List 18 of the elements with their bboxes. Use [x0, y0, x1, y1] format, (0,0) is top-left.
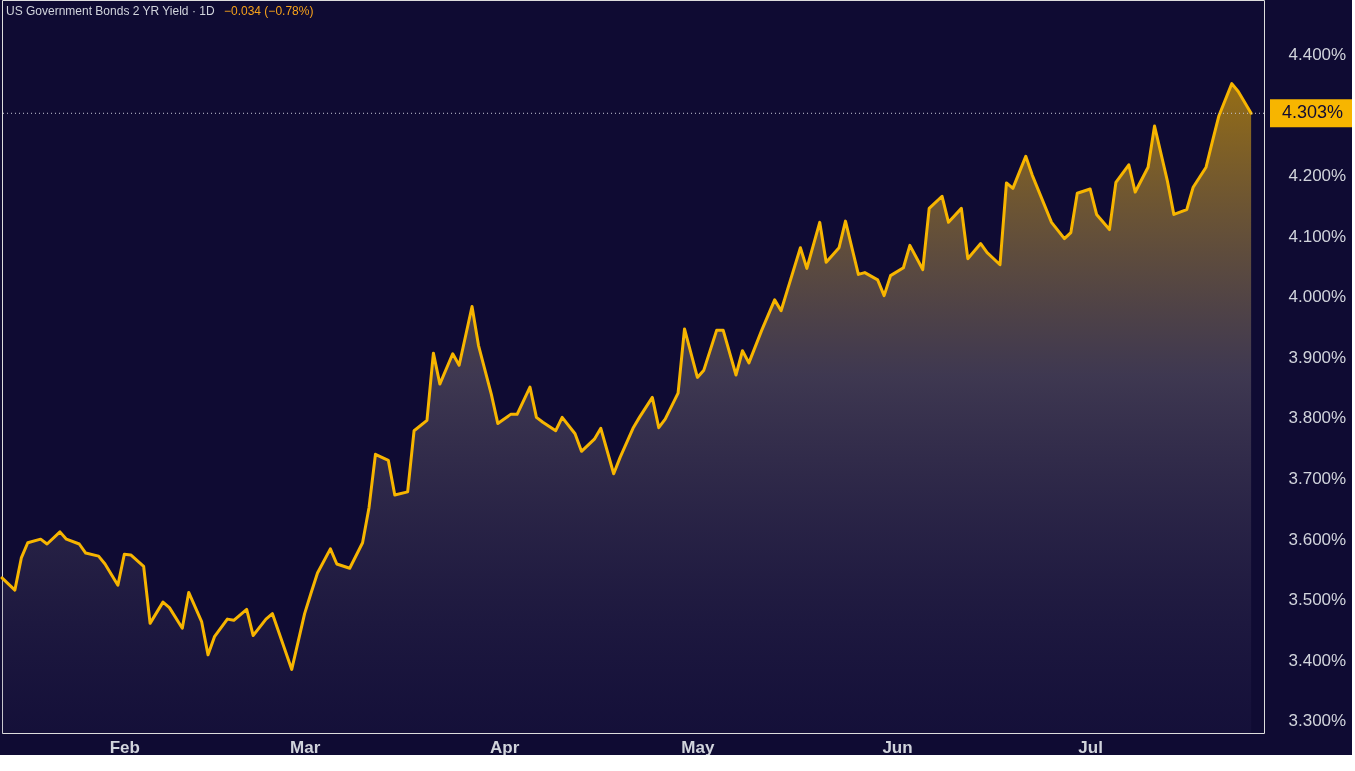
x-tick-label: Feb	[109, 737, 140, 757]
y-tick-label: 4.000%	[1288, 287, 1347, 307]
y-tick-label: 3.800%	[1288, 408, 1347, 428]
y-tick-label: 3.900%	[1288, 347, 1347, 367]
x-tick-label: Mar	[290, 737, 321, 757]
ref-line-label: 4.303%	[1282, 102, 1344, 123]
x-tick-label: Jul	[1078, 737, 1103, 757]
y-tick-label: 3.700%	[1288, 469, 1347, 489]
y-tick-label: 4.400%	[1288, 45, 1347, 65]
x-tick-label: Jun	[882, 737, 913, 757]
y-tick-label: 3.500%	[1288, 590, 1347, 610]
y-tick-label: 4.100%	[1288, 226, 1347, 246]
y-tick-label: 4.200%	[1288, 166, 1347, 186]
chart-title: US Government Bonds 2 YR Yield · 1D	[6, 4, 215, 18]
y-tick-label: 3.400%	[1288, 650, 1347, 670]
y-tick-label: 3.600%	[1288, 529, 1347, 549]
chart-subtitle: −0.034 (−0.78%)	[224, 4, 314, 18]
y-tick-label: 3.300%	[1288, 711, 1347, 731]
